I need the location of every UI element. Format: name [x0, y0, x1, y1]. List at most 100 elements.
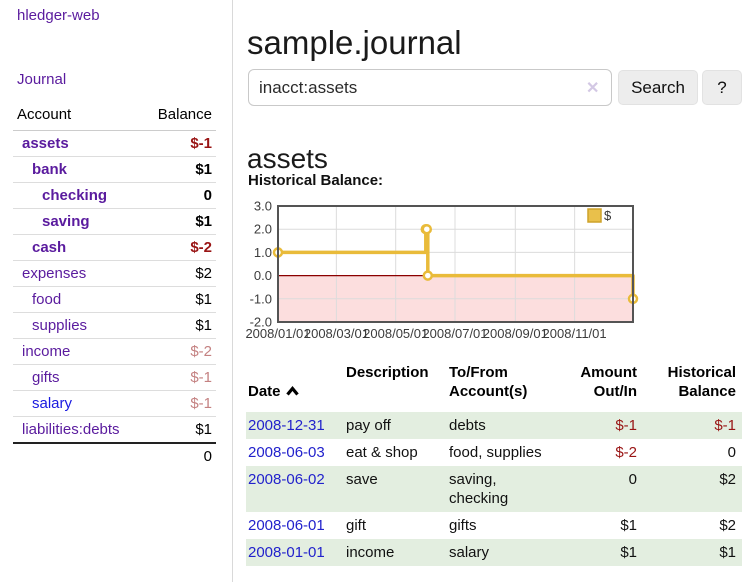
register-header-date[interactable]: Date [246, 360, 346, 412]
transaction-date-link[interactable]: 2008-01-01 [248, 544, 325, 561]
brand-link[interactable]: hledger-web [17, 7, 100, 24]
balance-column-header: Balance [142, 102, 216, 131]
register-header-accounts: To/From Account(s) [449, 364, 528, 400]
account-name-link[interactable]: checking [42, 187, 108, 204]
accounts-table: Account Balance assets $-1 bank $1 [13, 102, 216, 469]
account-heading: assets [247, 143, 328, 175]
search-input[interactable] [248, 69, 612, 106]
account-row: expenses $2 [13, 260, 216, 287]
register-row: 2008-01-01 income salary $1 $1 [246, 539, 742, 566]
register-row: 2008-12-31 pay off debts $-1 $-1 [246, 412, 742, 439]
register-header-row: Date Description To/From Account(s) Amou… [246, 360, 742, 412]
transaction-balance: $1 [719, 544, 736, 561]
account-row: salary $-1 [13, 390, 216, 417]
chart-title: Historical Balance: [248, 172, 384, 189]
account-name-link[interactable]: salary [32, 395, 73, 412]
account-balance: $-1 [142, 364, 216, 391]
account-name-link[interactable]: supplies [32, 317, 88, 334]
account-name-link[interactable]: assets [22, 135, 69, 152]
transaction-amount: $1 [620, 517, 637, 534]
svg-text:1.0: 1.0 [254, 245, 272, 260]
account-name-link[interactable]: expenses [22, 265, 87, 282]
search-button[interactable]: Search [618, 70, 698, 105]
account-balance: $-1 [142, 390, 216, 417]
accounts-total-row: 0 [13, 442, 216, 469]
transaction-balance: $2 [719, 517, 736, 534]
account-name-link[interactable]: saving [42, 213, 90, 230]
svg-text:2008/07/01: 2008/07/01 [422, 326, 487, 341]
transaction-accounts: food, supplies [449, 444, 542, 461]
account-row: assets $-1 [13, 130, 216, 157]
transaction-amount: $-1 [615, 417, 637, 434]
register-row: 2008-06-01 gift gifts $1 $2 [246, 512, 742, 539]
account-row: cash $-2 [13, 234, 216, 261]
account-name-link[interactable]: bank [32, 161, 68, 178]
account-name-link[interactable]: food [32, 291, 62, 308]
transaction-balance: $-1 [714, 417, 736, 434]
account-balance: 0 [142, 182, 216, 209]
svg-text:3.0: 3.0 [254, 199, 272, 214]
svg-text:2.0: 2.0 [254, 222, 272, 237]
account-balance: $-2 [142, 234, 216, 261]
account-row: saving $1 [13, 208, 216, 235]
transaction-date-link[interactable]: 2008-06-03 [248, 444, 325, 461]
transaction-balance: $2 [719, 471, 736, 488]
account-balance: $1 [142, 286, 216, 313]
register-table: Date Description To/From Account(s) Amou… [246, 360, 742, 566]
register-header-amount: Amount Out/In [580, 364, 637, 400]
transaction-accounts: saving, checking [449, 471, 509, 507]
account-row: checking 0 [13, 182, 216, 209]
account-row: supplies $1 [13, 312, 216, 339]
svg-text:2008/03/01: 2008/03/01 [304, 326, 369, 341]
account-balance: $1 [142, 156, 216, 183]
register-row: 2008-06-03 eat & shop food, supplies $-2… [246, 439, 742, 466]
accounts-header-row: Account Balance [13, 102, 216, 131]
transaction-description: eat & shop [346, 444, 418, 461]
account-balance: $-1 [142, 130, 216, 157]
svg-text:2008/09/01: 2008/09/01 [483, 326, 548, 341]
svg-text:2008/11/01: 2008/11/01 [543, 326, 607, 341]
account-row: bank $1 [13, 156, 216, 183]
historical-balance-chart: -2.0 -1.0 0.0 1.0 2.0 3.0 2008/01/012008/03/01… [245, 199, 639, 341]
transaction-description: pay off [346, 417, 391, 434]
svg-text:-1.0: -1.0 [250, 291, 272, 306]
register-header-description: Description [346, 364, 429, 381]
account-balance: $1 [142, 208, 216, 235]
account-name-link[interactable]: gifts [32, 369, 60, 386]
svg-text:2008/05/01: 2008/05/01 [363, 326, 428, 341]
account-name-link[interactable]: liabilities:debts [22, 421, 120, 438]
transaction-description: income [346, 544, 395, 561]
account-row: income $-2 [13, 338, 216, 365]
account-balance: $-2 [142, 338, 216, 365]
transaction-accounts: gifts [449, 517, 477, 534]
svg-text:0.0: 0.0 [254, 268, 272, 283]
account-balance: $1 [142, 416, 216, 444]
transaction-balance: 0 [727, 444, 736, 461]
account-balance: $2 [142, 260, 216, 287]
help-button[interactable]: ? [702, 70, 742, 105]
account-name-link[interactable]: cash [32, 239, 67, 256]
transaction-description: gift [346, 517, 367, 534]
account-row: gifts $-1 [13, 364, 216, 391]
clear-search-icon[interactable]: ✕ [586, 80, 600, 97]
transaction-accounts: debts [449, 417, 486, 434]
transaction-date-link[interactable]: 2008-06-01 [248, 517, 325, 534]
account-name-link[interactable]: income [22, 343, 71, 360]
sidebar: hledger-web Journal Account Balance asse… [0, 0, 233, 582]
transaction-accounts: salary [449, 544, 490, 561]
register-row: 2008-06-02 save saving, checking 0 $2 [246, 466, 742, 512]
account-row: liabilities:debts $1 [13, 416, 216, 444]
svg-text:2008/01/01: 2008/01/01 [245, 326, 310, 341]
page-title: sample.journal [247, 24, 462, 62]
transaction-description: save [346, 471, 378, 488]
accounts-total-balance: 0 [142, 442, 216, 469]
transaction-date-link[interactable]: 2008-06-02 [248, 471, 325, 488]
transaction-amount: $-2 [615, 444, 637, 461]
register-header-balance: Historical Balance [667, 364, 736, 400]
sidebar-item-journal[interactable]: Journal [17, 71, 67, 88]
transaction-amount: $1 [620, 544, 637, 561]
transaction-date-link[interactable]: 2008-12-31 [248, 417, 325, 434]
svg-text:-2.0: -2.0 [250, 315, 272, 330]
svg-text:$: $ [604, 208, 612, 223]
sort-ascending-icon [285, 383, 299, 402]
